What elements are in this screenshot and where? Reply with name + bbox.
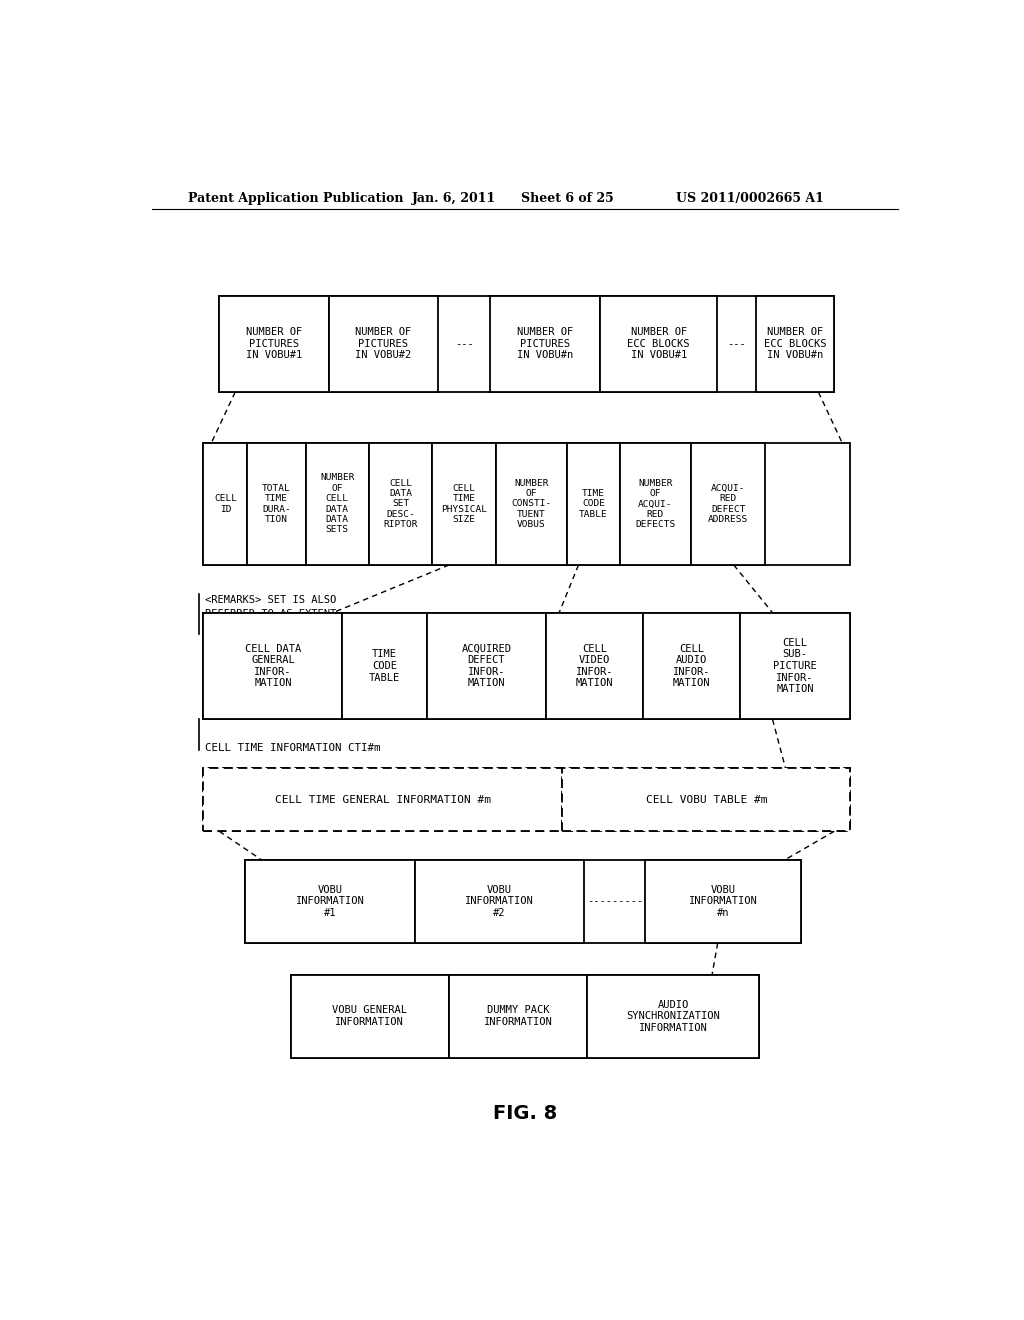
Bar [248,444,305,565]
Text: ---------: --------- [587,896,643,907]
Bar [204,612,342,719]
Text: US 2011/0002665 A1: US 2011/0002665 A1 [676,191,823,205]
Bar [427,612,546,719]
Bar [600,296,718,392]
Bar [246,859,801,942]
Text: DUMMY PACK
INFORMATION: DUMMY PACK INFORMATION [483,1006,552,1027]
Bar [620,444,691,565]
Text: <REMARKS> SET IS ALSO
REFERRED TO AS EXTENT: <REMARKS> SET IS ALSO REFERRED TO AS EXT… [205,595,336,619]
Bar [449,974,587,1057]
Text: CELL TIME INFORMATION CTI#m: CELL TIME INFORMATION CTI#m [205,743,381,752]
Bar [291,974,759,1057]
Bar [546,612,643,719]
Bar [204,444,850,565]
Text: Jan. 6, 2011: Jan. 6, 2011 [412,191,497,205]
Text: VOBU
INFORMATION
#n: VOBU INFORMATION #n [689,884,758,917]
Text: CELL DATA
GENERAL
INFOR-
MATION: CELL DATA GENERAL INFOR- MATION [245,644,301,689]
Text: TIME
CODE
TABLE: TIME CODE TABLE [579,490,608,519]
Bar [305,444,369,565]
Text: Patent Application Publication: Patent Application Publication [187,191,403,205]
Text: NUMBER OF
ECC BLOCKS
IN VOBU#n: NUMBER OF ECC BLOCKS IN VOBU#n [764,327,826,360]
Text: CELL
ID: CELL ID [214,494,237,513]
Text: NUMBER
OF
CONSTI-
TUENT
VOBUS: NUMBER OF CONSTI- TUENT VOBUS [511,479,552,529]
Text: CELL
TIME
PHYSICAL
SIZE: CELL TIME PHYSICAL SIZE [441,484,487,524]
Bar [432,444,496,565]
Bar [204,768,562,832]
Text: CELL
VIDEO
INFOR-
MATION: CELL VIDEO INFOR- MATION [575,644,613,689]
Bar [587,974,759,1057]
Bar [219,296,329,392]
Text: NUMBER OF
PICTURES
IN VOBU#2: NUMBER OF PICTURES IN VOBU#2 [355,327,412,360]
Text: CELL TIME GENERAL INFORMATION #m: CELL TIME GENERAL INFORMATION #m [274,795,490,805]
Text: TIME
CODE
TABLE: TIME CODE TABLE [369,649,400,682]
Text: TOTAL
TIME
DURA-
TION: TOTAL TIME DURA- TION [262,484,291,524]
Text: ACQUI-
RED
DEFECT
ADDRESS: ACQUI- RED DEFECT ADDRESS [709,484,749,524]
Text: CELL
SUB-
PICTURE
INFOR-
MATION: CELL SUB- PICTURE INFOR- MATION [773,638,817,694]
Bar [490,296,600,392]
Bar [415,859,585,942]
Bar [219,296,835,392]
Bar [369,444,432,565]
Text: NUMBER OF
PICTURES
IN VOBU#n: NUMBER OF PICTURES IN VOBU#n [517,327,573,360]
Text: ---: --- [727,339,745,348]
Text: CELL VOBU TABLE #m: CELL VOBU TABLE #m [645,795,767,805]
Bar [329,296,438,392]
Text: CELL
AUDIO
INFOR-
MATION: CELL AUDIO INFOR- MATION [673,644,711,689]
Text: NUMBER
OF
ACQUI-
RED
DEFECTS: NUMBER OF ACQUI- RED DEFECTS [635,479,676,529]
Bar [342,612,427,719]
Text: AUDIO
SYNCHRONIZATION
INFORMATION: AUDIO SYNCHRONIZATION INFORMATION [626,999,720,1032]
Bar [291,974,449,1057]
Text: VOBU
INFORMATION
#2: VOBU INFORMATION #2 [465,884,534,917]
Text: NUMBER OF
ECC BLOCKS
IN VOBU#1: NUMBER OF ECC BLOCKS IN VOBU#1 [628,327,690,360]
Bar [204,444,248,565]
Bar [756,296,835,392]
Text: CELL
DATA
SET
DESC-
RIPTOR: CELL DATA SET DESC- RIPTOR [383,479,418,529]
Bar [567,444,620,565]
Bar [246,859,415,942]
Bar [496,444,567,565]
Text: Sheet 6 of 25: Sheet 6 of 25 [521,191,613,205]
Bar [643,612,740,719]
Text: NUMBER OF
PICTURES
IN VOBU#1: NUMBER OF PICTURES IN VOBU#1 [246,327,302,360]
Text: VOBU
INFORMATION
#1: VOBU INFORMATION #1 [296,884,365,917]
Bar [204,612,850,719]
Text: NUMBER
OF
CELL
DATA
DATA
SETS: NUMBER OF CELL DATA DATA SETS [321,474,354,535]
Bar [562,768,850,832]
Text: VOBU GENERAL
INFORMATION: VOBU GENERAL INFORMATION [333,1006,408,1027]
Text: ---: --- [455,339,474,348]
Bar [740,612,850,719]
Bar [645,859,801,942]
Text: ACQUIRED
DEFECT
INFOR-
MATION: ACQUIRED DEFECT INFOR- MATION [462,644,511,689]
Bar [691,444,766,565]
Text: FIG. 8: FIG. 8 [493,1105,557,1123]
Bar [204,768,850,832]
